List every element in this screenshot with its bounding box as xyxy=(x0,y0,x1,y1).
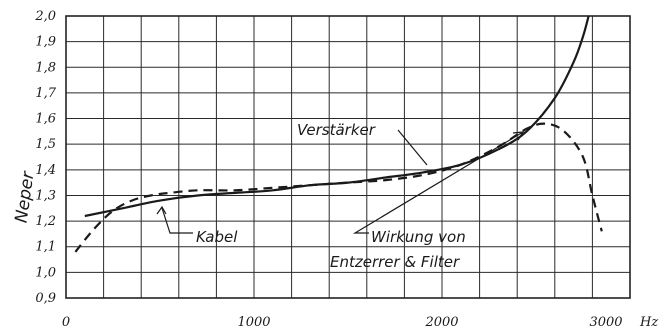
leader-kabel-head xyxy=(156,205,167,215)
y-tick-label: 1,2 xyxy=(35,214,56,229)
leader-wirkung-head xyxy=(512,131,525,141)
series-line-dashed xyxy=(74,122,603,253)
y-tick-label: 1,7 xyxy=(35,86,56,101)
series-lines xyxy=(74,15,603,253)
leader-verstaerker xyxy=(397,129,428,166)
x-tick-label: 1000 xyxy=(237,315,270,329)
series-line-solid xyxy=(84,15,590,218)
y-tick-labels: 0,9 1,0 1,1 1,2 1,3 1,4 1,5 1,6 1,7 1,8 1,9 2,0 xyxy=(34,9,56,306)
y-tick-label: 1,5 xyxy=(35,137,56,152)
x-axis-unit: Hz xyxy=(639,315,658,329)
y-tick-label: 1,9 xyxy=(35,35,56,50)
y-tick-label: 1,4 xyxy=(35,163,56,178)
y-tick-label: 1,1 xyxy=(35,240,56,255)
annotation-verstaerker: Verstärker xyxy=(297,121,376,139)
annotation-wirkung: Wirkung von xyxy=(371,228,466,246)
y-tick-label: 1,8 xyxy=(35,60,56,75)
x-tick-label: 3000 xyxy=(589,315,622,329)
y-tick-label: 1,0 xyxy=(35,265,56,280)
annotation-entzerrer-filter: Entzerrer & Filter xyxy=(330,253,460,271)
leader-kabel xyxy=(161,207,193,234)
plot-frame xyxy=(65,15,631,299)
x-tick-label: 2000 xyxy=(424,315,458,329)
annotation-leaders xyxy=(156,129,525,234)
y-tick-label: 0,9 xyxy=(35,291,56,306)
x-tick-labels: 0 1000 2000 3000 xyxy=(62,315,623,329)
y-tick-label: 1,3 xyxy=(35,188,56,203)
x-tick-label: 0 xyxy=(62,315,70,329)
annotation-kabel: Kabel xyxy=(196,228,238,246)
leader-wirkung xyxy=(352,131,524,234)
y-tick-label: 1,6 xyxy=(35,112,56,127)
y-tick-label: 2,0 xyxy=(34,9,56,24)
